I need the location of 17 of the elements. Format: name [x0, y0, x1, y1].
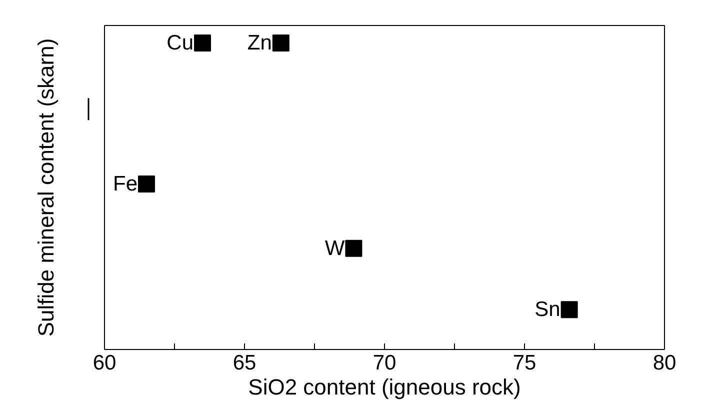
- annotation: W: [324, 236, 345, 260]
- point: [345, 240, 362, 257]
- x-tick-label: 70: [372, 352, 396, 374]
- annotation: Zn: [247, 31, 272, 54]
- x-tick-label: 65: [232, 352, 256, 374]
- point: [272, 34, 290, 52]
- annotation: Fe: [112, 172, 138, 196]
- point: [138, 175, 155, 192]
- point: [560, 301, 578, 318]
- x-axis-title: SiO2 content (igneous rock): [248, 374, 521, 400]
- point: [194, 34, 211, 52]
- annotation: Sn: [534, 298, 560, 322]
- y-axis-title: Sulfide mineral content (skarn): [34, 38, 58, 337]
- x-tick-label: 60: [92, 352, 116, 374]
- x-tick-label: 80: [652, 352, 676, 374]
- x-tick-label: 75: [512, 352, 536, 374]
- annotation: Cu: [166, 31, 194, 54]
